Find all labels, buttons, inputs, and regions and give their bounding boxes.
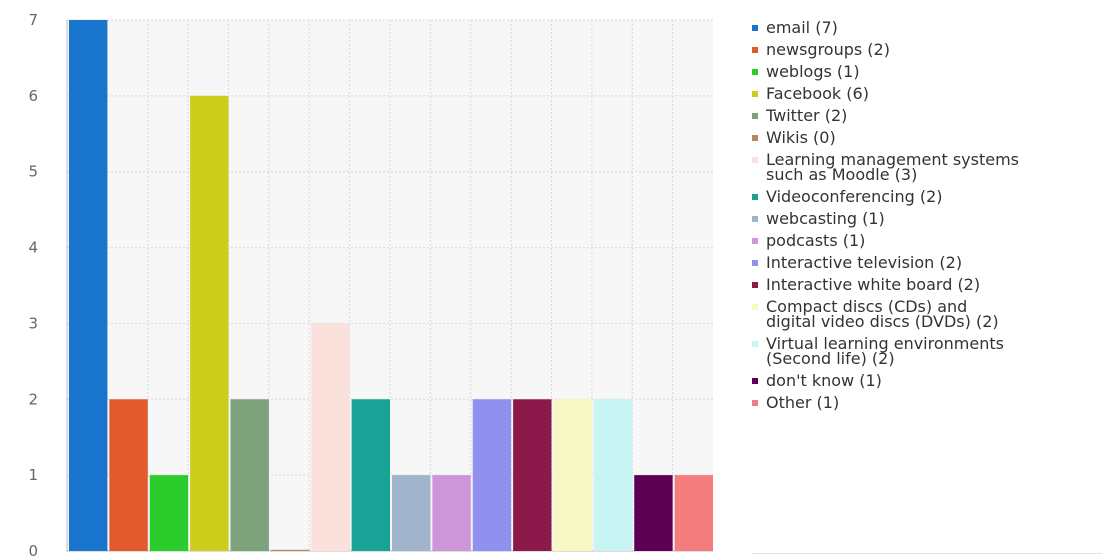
bar-8 [351, 399, 390, 551]
legend-label: weblogs (1) [766, 62, 860, 81]
legend-item: weblogs (1) [750, 62, 1108, 81]
legend-item: Compact discs (CDs) and digital video di… [750, 297, 1108, 331]
legend-swatch [752, 400, 758, 406]
legend-item: Wikis (0) [750, 128, 1108, 147]
legend-label: podcasts (1) [766, 231, 866, 250]
bar-15 [634, 475, 673, 551]
y-tick-label: 7 [28, 11, 38, 29]
legend: email (7) newsgroups (2) weblogs (1) Facebo… [750, 20, 1108, 417]
bar-5 [230, 399, 269, 551]
bar-7 [311, 323, 350, 551]
legend-swatch [752, 113, 758, 119]
bar-4 [190, 95, 229, 551]
legend-item: don't know (1) [750, 371, 1108, 390]
y-tick-label: 2 [28, 390, 38, 408]
legend-swatch [752, 69, 758, 75]
y-tick-label: 0 [28, 542, 38, 560]
legend-swatch [752, 282, 758, 288]
legend-item: Twitter (2) [750, 106, 1108, 125]
legend-label: email (7) [766, 18, 838, 37]
y-tick-label: 3 [28, 314, 38, 332]
legend-swatch [752, 194, 758, 200]
y-tick-label: 6 [28, 87, 38, 105]
legend-item: Virtual learning environments (Second li… [750, 334, 1108, 368]
legend-swatch [752, 238, 758, 244]
legend-label: Interactive television (2) [766, 253, 963, 272]
legend-label: Virtual learning environments (Second li… [766, 334, 1004, 368]
y-tick-label: 4 [28, 239, 38, 257]
legend-item: Other (1) [750, 393, 1108, 412]
bar-14 [593, 399, 633, 551]
legend-swatch [752, 216, 758, 222]
bar-3 [149, 475, 189, 551]
legend-item: Interactive white board (2) [750, 275, 1108, 294]
legend-label: Facebook (6) [766, 84, 869, 103]
legend-label: Compact discs (CDs) and digital video di… [766, 297, 999, 331]
bar-13 [553, 399, 592, 551]
legend-swatch [752, 47, 758, 53]
legend-label: don't know (1) [766, 371, 882, 390]
legend-label: Interactive white board (2) [766, 275, 981, 294]
y-axis-tick-labels: 0 1 2 3 4 5 6 7 [28, 11, 38, 560]
legend-swatch [752, 157, 758, 163]
bar-11 [472, 399, 512, 551]
bars [69, 20, 713, 551]
legend-item: Learning management systems such as Mood… [750, 150, 1108, 184]
legend-swatch [752, 91, 758, 97]
legend-swatch [752, 304, 758, 310]
bar-1 [69, 20, 108, 551]
legend-swatch [752, 341, 758, 347]
legend-label: webcasting (1) [766, 209, 885, 228]
bar-10 [432, 475, 471, 551]
legend-label: Wikis (0) [766, 128, 836, 147]
y-tick-label: 1 [28, 466, 38, 484]
legend-swatch [752, 25, 758, 31]
legend-item: newsgroups (2) [750, 40, 1108, 59]
legend-item: Videoconferencing (2) [750, 187, 1108, 206]
legend-divider [752, 553, 1102, 554]
legend-item: Interactive television (2) [750, 253, 1108, 272]
legend-label: Twitter (2) [766, 106, 848, 125]
legend-swatch [752, 135, 758, 141]
legend-item: email (7) [750, 18, 1108, 37]
legend-item: webcasting (1) [750, 209, 1108, 228]
bar-6 [270, 549, 310, 551]
bar-16 [674, 475, 713, 551]
legend-label: Other (1) [766, 393, 840, 412]
bar-chart: 0 1 2 3 4 5 6 7 [28, 11, 713, 560]
legend-swatch [752, 378, 758, 384]
y-tick-label: 5 [28, 163, 38, 181]
bar-12 [513, 399, 552, 551]
bar-2 [109, 399, 148, 551]
legend-label: newsgroups (2) [766, 40, 890, 59]
bar-9 [392, 475, 431, 551]
legend-item: Facebook (6) [750, 84, 1108, 103]
legend-label: Learning management systems such as Mood… [766, 150, 1019, 184]
legend-item: podcasts (1) [750, 231, 1108, 250]
legend-label: Videoconferencing (2) [766, 187, 943, 206]
legend-swatch [752, 260, 758, 266]
